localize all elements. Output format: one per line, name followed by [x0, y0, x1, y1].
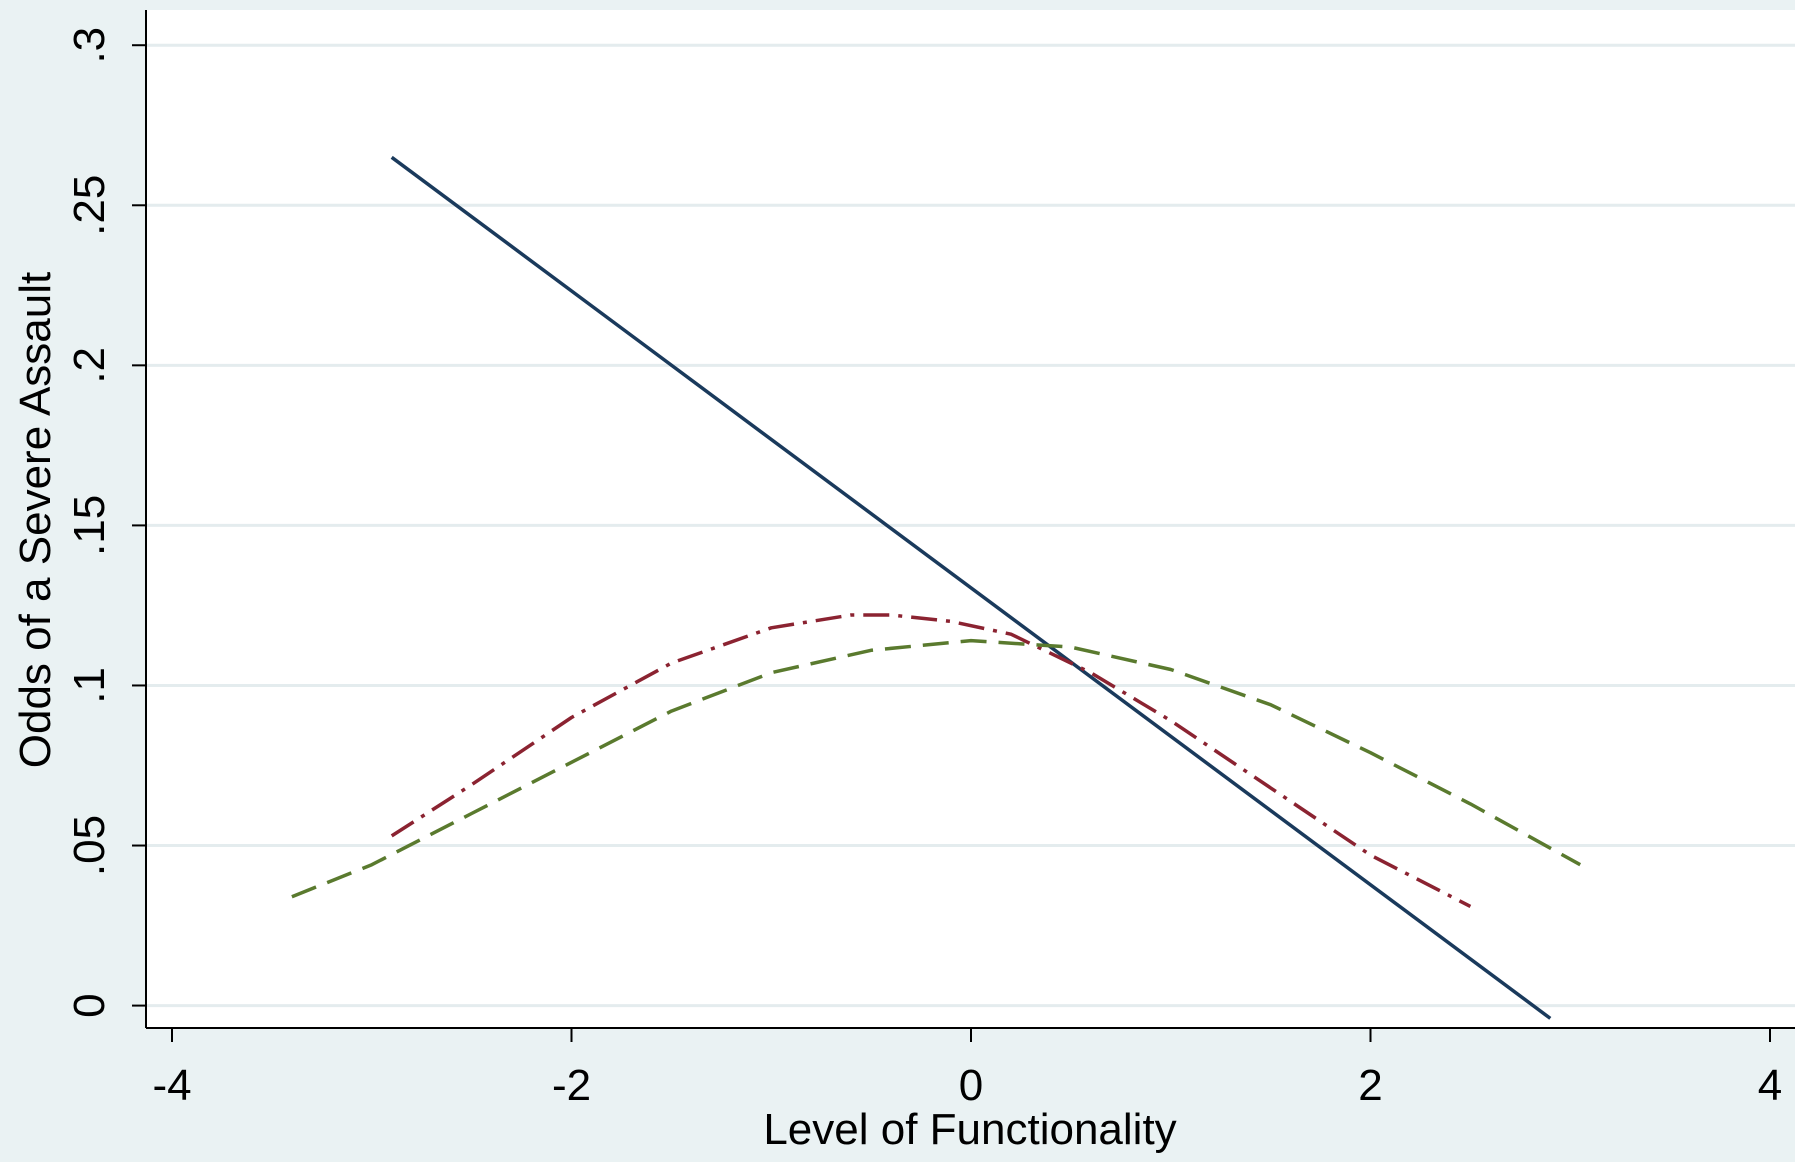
y-tick-label: .2 [65, 347, 114, 384]
y-tick-label: .1 [65, 667, 114, 704]
x-axis-label: Level of Functionality [763, 1105, 1176, 1154]
gridlines [146, 43, 1795, 1008]
x-tick-label: 0 [959, 1061, 983, 1110]
y-tick-label: .25 [65, 175, 114, 236]
x-tick-label: 4 [1758, 1061, 1782, 1110]
series-line-solid [390, 155, 1552, 1020]
x-axis-ticks: -4 -2 0 2 4 [152, 1028, 1782, 1110]
y-tick-label: 0 [65, 993, 114, 1017]
y-axis-label: Odds of a Severe Assault [11, 272, 60, 769]
x-tick-label: -2 [552, 1061, 591, 1110]
plot-area [146, 10, 1795, 1028]
x-tick-label: -4 [152, 1061, 191, 1110]
y-tick-label: .3 [65, 27, 114, 64]
y-axis-ticks: 0 .05 .1 .15 .2 .25 .3 [65, 27, 146, 1018]
y-tick-label: .05 [65, 815, 114, 876]
series-layer [291, 155, 1582, 1020]
series-line-dash-dot [390, 613, 1472, 908]
y-tick-label: .15 [65, 495, 114, 556]
x-tick-label: 2 [1358, 1061, 1382, 1110]
